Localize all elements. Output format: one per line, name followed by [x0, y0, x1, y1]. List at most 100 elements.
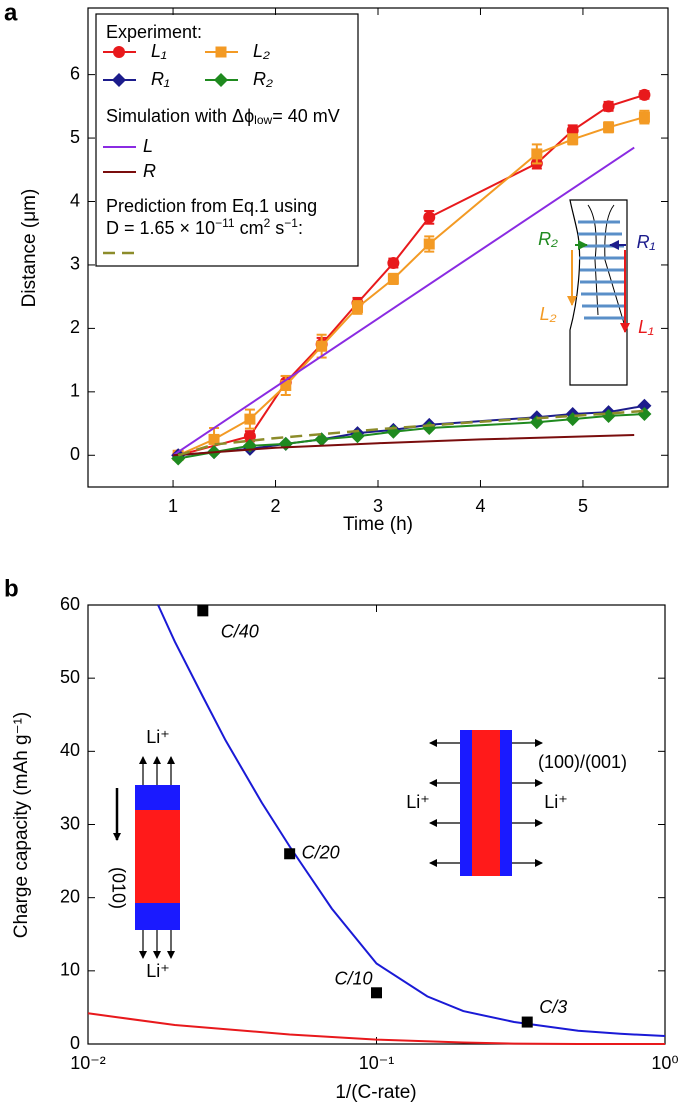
- legend-label: L₂: [253, 41, 270, 61]
- marker: [386, 424, 401, 439]
- y-axis-label: Charge capacity (mAh g⁻¹): [11, 712, 32, 939]
- marker: [387, 273, 399, 285]
- y-tick-label: 0: [70, 444, 80, 464]
- x-tick-label: 10⁻²: [70, 1053, 106, 1073]
- legend-title: Prediction from Eq.1 using: [106, 196, 317, 216]
- marker: [637, 407, 652, 422]
- y-tick-label: 60: [60, 594, 80, 614]
- y-tick-label: 0: [70, 1033, 80, 1053]
- text-segment: :: [298, 218, 303, 238]
- marker: [423, 238, 435, 250]
- x-tick-label: 5: [578, 496, 588, 516]
- legend-title: D = 1.65 × 10−11 cm2 s−1:: [106, 216, 303, 238]
- y-tick-label: 3: [70, 254, 80, 274]
- marker: [567, 133, 579, 145]
- marker: [387, 257, 400, 270]
- annotation: Li⁺: [146, 961, 170, 981]
- annotation: (010): [108, 867, 128, 909]
- point-label: C/40: [221, 622, 259, 642]
- legend-swatch: [113, 46, 125, 58]
- marker: [423, 211, 436, 224]
- marker: [208, 433, 220, 445]
- legend-box: [95, 13, 359, 267]
- text-segment: −1: [284, 216, 298, 230]
- marker: [314, 432, 329, 447]
- marker: [638, 111, 650, 123]
- point-label: C/3: [539, 997, 567, 1017]
- marker: [602, 100, 615, 113]
- text-segment: cm: [235, 218, 264, 238]
- text-segment: low: [254, 113, 272, 127]
- y-tick-label: 6: [70, 63, 80, 83]
- annotation: Li⁺: [406, 792, 430, 812]
- y-tick-label: 40: [60, 740, 80, 760]
- marker: [244, 413, 256, 425]
- marker: [316, 340, 328, 352]
- marker: [284, 848, 296, 860]
- y-tick-label: 2: [70, 317, 80, 337]
- legend-label: R₂: [253, 69, 273, 89]
- x-tick-label: 10⁻¹: [359, 1053, 395, 1073]
- legend-label: R₁: [151, 69, 170, 89]
- inset-diagram: [113, 730, 543, 959]
- annotation: Li⁺: [146, 727, 170, 747]
- series-line: [157, 604, 666, 1037]
- series-line: [172, 146, 635, 457]
- annotation: Li⁺: [544, 792, 568, 812]
- marker: [197, 605, 209, 617]
- x-tick-label: 3: [373, 496, 383, 516]
- marker: [278, 436, 293, 451]
- text-segment: −11: [215, 216, 235, 230]
- y-axis-label: Distance (μm): [19, 189, 40, 308]
- y-tick-label: 10: [60, 960, 80, 980]
- marker: [371, 987, 382, 999]
- marker: [280, 379, 292, 391]
- legend-swatch: [214, 73, 228, 87]
- x-axis-label: 1/(C-rate): [335, 1082, 416, 1103]
- y-tick-label: 20: [60, 886, 80, 906]
- marker: [521, 1016, 533, 1028]
- point-label: C/20: [302, 843, 340, 863]
- legend-swatch: [215, 46, 227, 58]
- y-tick-label: 30: [60, 813, 80, 833]
- marker: [601, 408, 616, 423]
- marker: [531, 148, 543, 160]
- series-line: [87, 1012, 665, 1045]
- panel-label: b: [4, 575, 19, 602]
- text-segment: Simulation with Δϕ: [106, 106, 254, 126]
- y-tick-label: 1: [70, 381, 80, 401]
- series-line: [177, 409, 645, 457]
- x-tick-label: 10⁰: [651, 1053, 678, 1073]
- inset-label: L₁: [638, 317, 654, 337]
- text-segment: 2: [264, 216, 271, 230]
- inset-diagram: [567, 199, 630, 386]
- series-line: [173, 434, 635, 457]
- legend-swatch: [112, 73, 126, 87]
- legend-title: Simulation with Δϕlow= 40 mV: [106, 106, 340, 127]
- panel-label: a: [4, 0, 18, 26]
- x-tick-label: 1: [168, 496, 178, 516]
- x-tick-label: 4: [475, 496, 485, 516]
- inset-label: R₂: [538, 229, 558, 249]
- legend-title: Experiment:: [106, 22, 202, 42]
- text-segment: s: [270, 218, 284, 238]
- x-axis-label: Time (h): [343, 514, 413, 535]
- series-line: [177, 116, 645, 457]
- marker: [637, 398, 652, 413]
- marker: [638, 88, 651, 101]
- y-tick-label: 5: [70, 127, 80, 147]
- inset-label: R₁: [637, 232, 656, 252]
- text-segment: = 40 mV: [272, 106, 340, 126]
- legend-label: R: [143, 161, 156, 181]
- marker: [352, 301, 364, 313]
- text-segment: D = 1.65 × 10: [106, 218, 215, 238]
- x-tick-label: 2: [271, 496, 281, 516]
- point-label: C/10: [334, 969, 372, 989]
- legend-label: L₁: [151, 41, 167, 61]
- annotation: (100)/(001): [538, 752, 627, 772]
- y-tick-label: 4: [70, 190, 80, 210]
- marker: [350, 429, 365, 444]
- inset-label: L₂: [540, 304, 557, 324]
- legend-label: L: [143, 136, 153, 156]
